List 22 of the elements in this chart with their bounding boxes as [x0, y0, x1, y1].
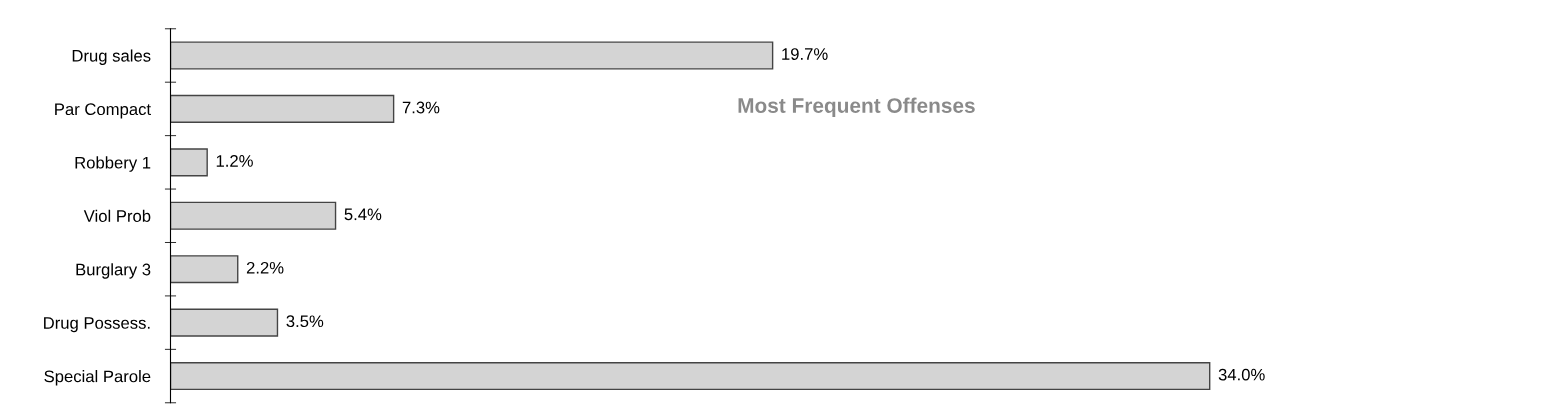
- text: Most Frequent Offenses: [738, 97, 975, 118]
- data-label: 34.0%: [1218, 368, 1265, 381]
- data-label: 5.4%: [344, 208, 382, 221]
- y-tick-label: Drug sales: [72, 49, 151, 65]
- bar: [170, 41, 774, 70]
- y-tick-label: Drug Possess.: [44, 317, 150, 333]
- bar: [170, 255, 239, 284]
- data-label: 19.7%: [782, 48, 828, 60]
- bar: [170, 94, 395, 123]
- y-tick-label: Par Compact: [55, 103, 151, 119]
- data-label: 7.3%: [402, 101, 440, 114]
- bar: [170, 362, 1211, 391]
- data-label: 1.2%: [216, 155, 253, 167]
- data-label: 3.5%: [286, 315, 324, 328]
- data-label: 2.2%: [246, 261, 284, 274]
- y-tick-label: Robbery 1: [75, 156, 151, 172]
- y-tick-label: Burglary 3: [76, 263, 151, 279]
- y-tick-label: Viol Prob: [83, 209, 151, 222]
- bar: [170, 201, 337, 230]
- bar: [170, 308, 279, 337]
- y-tick-label: Special Parole: [44, 370, 151, 386]
- bar: [170, 148, 208, 177]
